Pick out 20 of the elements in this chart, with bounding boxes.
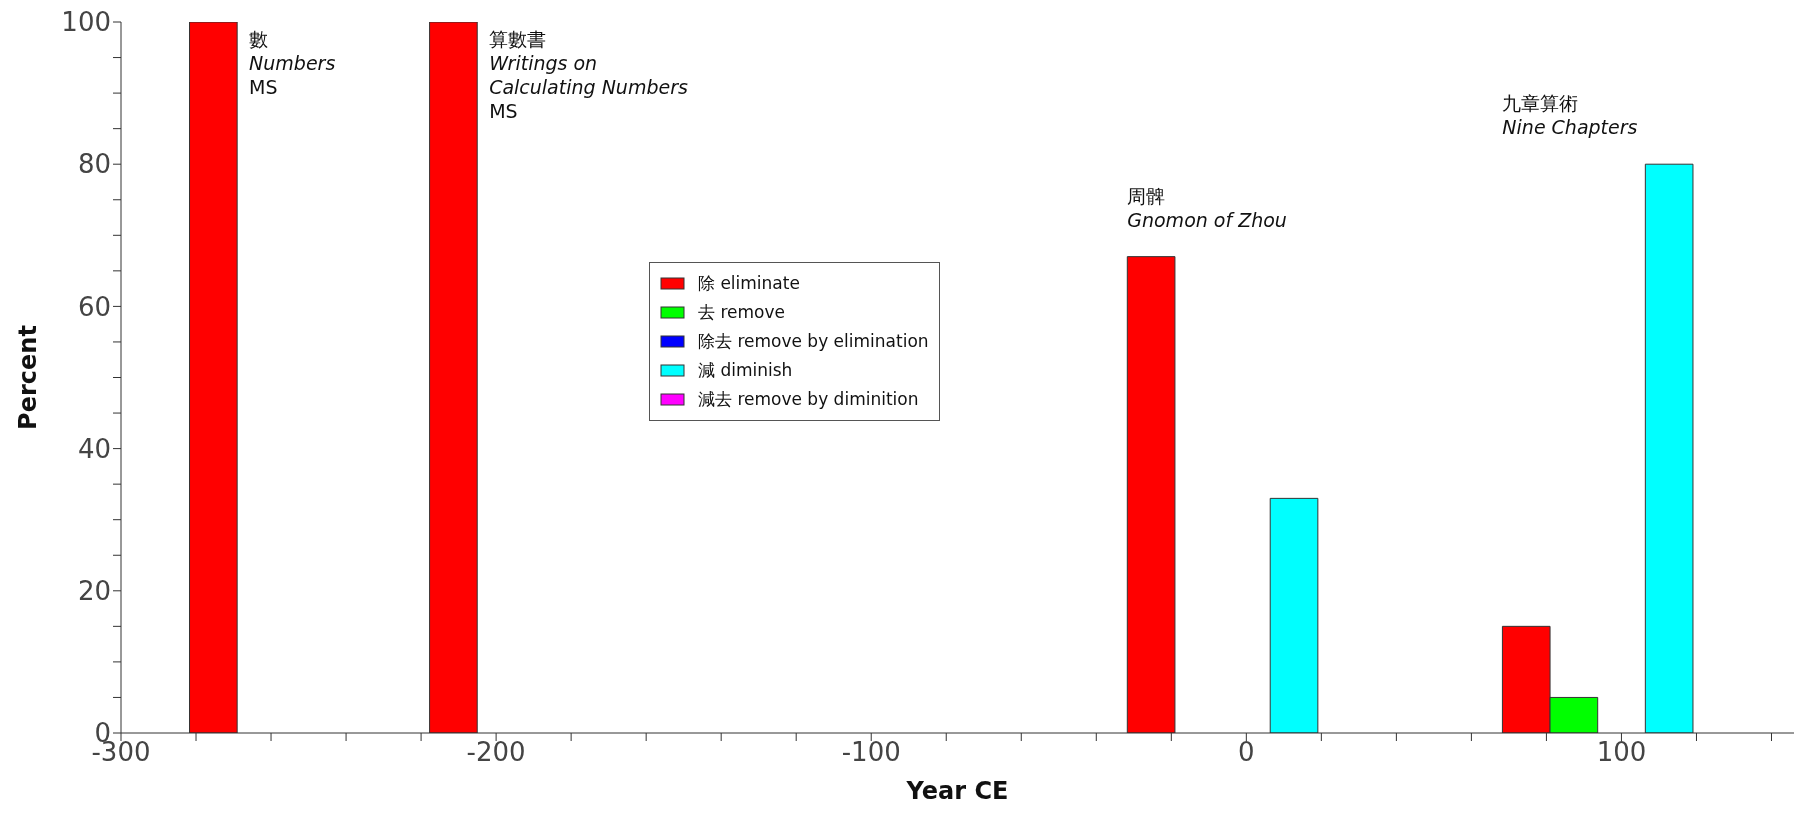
x-axis-title: Year CE <box>905 777 1009 805</box>
y-tick-label: 40 <box>77 433 111 464</box>
annotation: 算數書 Writings on Calculating Numbers MS <box>489 28 688 122</box>
y-tick-label: 60 <box>77 291 111 322</box>
y-tick-label: 80 <box>77 149 111 180</box>
legend-label: 減去 remove by diminition <box>698 388 919 411</box>
x-tick-label: 100 <box>1596 737 1647 768</box>
y-tick-label: 20 <box>77 576 111 607</box>
annotation: 周髀 Gnomon of Zhou <box>1127 184 1287 231</box>
annotation: 九章算術 Nine Chapters <box>1502 92 1638 139</box>
legend-label: 去 remove <box>698 301 785 324</box>
y-axis-title: Percent <box>13 325 42 430</box>
legend-label: 除去 remove by elimination <box>698 330 929 353</box>
x-tick-label: 0 <box>1238 737 1255 768</box>
y-tick-label: 100 <box>61 7 111 38</box>
annotation: 數 Numbers MS <box>249 28 336 98</box>
x-tick-label: -100 <box>841 737 901 768</box>
legend-label: 減 diminish <box>698 359 793 382</box>
x-tick-label: -200 <box>466 737 526 768</box>
legend-label: 除 eliminate <box>698 272 800 295</box>
